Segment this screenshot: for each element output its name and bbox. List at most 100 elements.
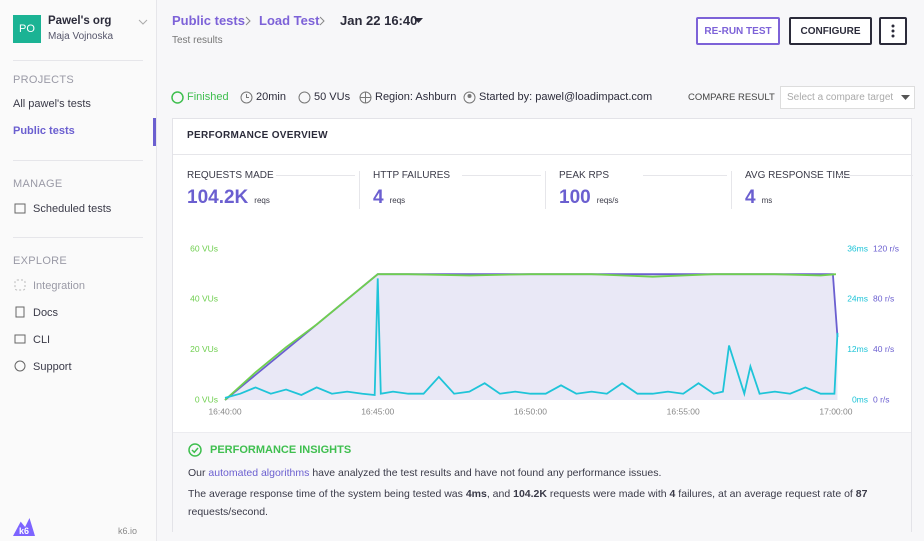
metric-divider bbox=[731, 171, 732, 209]
x-tick-label: 16:50:00 bbox=[514, 406, 547, 416]
nav-item[interactable]: Scheduled tests bbox=[33, 203, 112, 215]
x-tick-label: 16:40:00 bbox=[208, 406, 241, 416]
support-icon bbox=[14, 360, 26, 372]
calendar-icon bbox=[14, 203, 26, 214]
breadcrumb[interactable]: Load Test bbox=[259, 13, 320, 28]
insight-line: Our automated algorithms have analyzed t… bbox=[188, 467, 661, 479]
y2-tick-label: 36ms bbox=[847, 243, 868, 253]
text: requests were made with bbox=[546, 488, 670, 500]
configure-button[interactable]: CONFIGURE bbox=[789, 17, 872, 45]
text-bold: 87 bbox=[855, 488, 868, 500]
link[interactable]: automated algorithms bbox=[208, 467, 310, 479]
y2-tick-label: 24ms bbox=[847, 294, 868, 304]
footer-link[interactable]: k6.io bbox=[118, 526, 138, 536]
select-caret bbox=[901, 95, 910, 100]
metric-label: AVG RESPONSE TIME bbox=[745, 170, 851, 181]
test-run-date[interactable]: Jan 22 16:40 bbox=[340, 13, 418, 28]
integration-icon bbox=[14, 279, 26, 291]
metric-rule bbox=[838, 175, 913, 176]
metric-label: HTTP FAILURES bbox=[373, 170, 451, 181]
line bbox=[224, 278, 839, 399]
section-heading: PROJECTS bbox=[13, 74, 75, 86]
text-bold: 4ms bbox=[465, 488, 487, 500]
text: , and bbox=[486, 488, 514, 500]
overview-card: PERFORMANCE OVERVIEW REQUESTS MADE 104.2K… bbox=[172, 118, 913, 532]
metric-unit: reqs bbox=[389, 196, 406, 205]
clock-icon bbox=[240, 91, 253, 104]
metric-label: REQUESTS MADE bbox=[187, 170, 274, 181]
y2-tick-label: 12ms bbox=[847, 344, 868, 354]
breadcrumb[interactable]: Public tests bbox=[172, 13, 245, 28]
text: Our bbox=[188, 467, 209, 479]
org-name[interactable]: Pawel's org bbox=[48, 15, 112, 27]
metric-value: 4 bbox=[373, 187, 384, 208]
status-region: Region: Ashburn bbox=[375, 91, 457, 103]
sidebar: PO Pawel's org Maja Vojnoska PROJECTS Al… bbox=[0, 0, 157, 541]
org-chevron[interactable] bbox=[138, 18, 148, 26]
finished-icon bbox=[171, 91, 184, 104]
chart: 0 VUs 20 VUs 40 VUs 60 VUs 0ms 12ms 24ms 36ms 0 … bbox=[190, 243, 899, 416]
metric-rule bbox=[643, 175, 727, 176]
globe-icon bbox=[359, 91, 372, 104]
section-heading: MANAGE bbox=[13, 178, 63, 190]
cli-icon bbox=[14, 334, 26, 344]
metric-label: PEAK RPS bbox=[559, 170, 610, 181]
nav-item[interactable]: Support bbox=[33, 361, 72, 373]
insights-title: PERFORMANCE INSIGHTS bbox=[210, 444, 352, 456]
user-icon bbox=[463, 91, 476, 104]
y3-tick-label: 120 r/s bbox=[873, 243, 899, 253]
card-title: PERFORMANCE OVERVIEW bbox=[187, 130, 328, 141]
y3-tick-label: 80 r/s bbox=[873, 294, 894, 304]
y-tick-label: 60 VUs bbox=[190, 243, 218, 253]
metric-unit: reqs bbox=[254, 196, 270, 205]
vus-icon bbox=[298, 91, 311, 104]
logo[interactable]: k6 bbox=[13, 518, 35, 536]
user-name: Maja Vojnoska bbox=[48, 31, 114, 42]
insights-icon bbox=[188, 443, 202, 457]
metric-value-row: 4 reqs bbox=[373, 187, 405, 209]
x-tick-label: 17:00:00 bbox=[819, 406, 852, 416]
x-tick-label: 16:45:00 bbox=[361, 406, 394, 416]
text: have analyzed the test results and have … bbox=[309, 467, 662, 479]
text-bold: 4 bbox=[669, 488, 676, 500]
nav-item[interactable]: Integration bbox=[33, 280, 85, 292]
text: The average response time of the system … bbox=[188, 488, 466, 500]
metric-value-row: 104.2K reqs bbox=[187, 187, 270, 209]
x-tick-label: 16:55:00 bbox=[667, 406, 700, 416]
status-finished: Finished bbox=[187, 91, 229, 103]
status-vus: 50 VUs bbox=[314, 91, 351, 103]
docs-icon bbox=[15, 306, 25, 318]
y-tick-label: 0 VUs bbox=[195, 394, 218, 404]
more-button[interactable] bbox=[879, 17, 907, 45]
metric-divider bbox=[545, 171, 546, 209]
avatar[interactable]: PO bbox=[13, 15, 41, 43]
area bbox=[225, 274, 838, 400]
date-caret[interactable] bbox=[414, 18, 423, 24]
metric-value-row: 4 ms bbox=[745, 187, 772, 209]
active-indicator bbox=[153, 118, 156, 146]
metric-value: 100 bbox=[559, 187, 591, 208]
nav-item-active[interactable]: Public tests bbox=[13, 125, 75, 137]
nav-item[interactable]: Docs bbox=[33, 307, 59, 319]
breadcrumb-separator bbox=[245, 16, 251, 26]
nav-item[interactable]: CLI bbox=[33, 334, 51, 346]
text: failures, at an average request rate of bbox=[675, 488, 856, 500]
compare-placeholder: Select a compare target bbox=[787, 92, 894, 103]
insights-panel: PERFORMANCE INSIGHTS Our automated algor… bbox=[173, 432, 911, 532]
line bbox=[224, 273, 837, 401]
compare-label: COMPARE RESULT bbox=[688, 92, 775, 103]
metric-value: 4 bbox=[745, 187, 756, 208]
metric-rule bbox=[462, 175, 541, 176]
text-bold: 104.2K bbox=[513, 488, 547, 500]
y3-tick-label: 40 r/s bbox=[873, 344, 894, 354]
nav-item[interactable]: All pawel's tests bbox=[13, 98, 91, 110]
metric-value-row: 100 reqs/s bbox=[559, 187, 619, 209]
y2-tick-label: 0ms bbox=[852, 394, 868, 404]
y-tick-label: 40 VUs bbox=[190, 294, 218, 304]
compare-select[interactable]: Select a compare target bbox=[780, 86, 915, 109]
metric-unit: ms bbox=[761, 196, 773, 205]
rerun-button[interactable]: RE-RUN TEST bbox=[696, 17, 780, 45]
section-heading: EXPLORE bbox=[13, 255, 68, 267]
breadcrumb-separator bbox=[319, 16, 325, 26]
